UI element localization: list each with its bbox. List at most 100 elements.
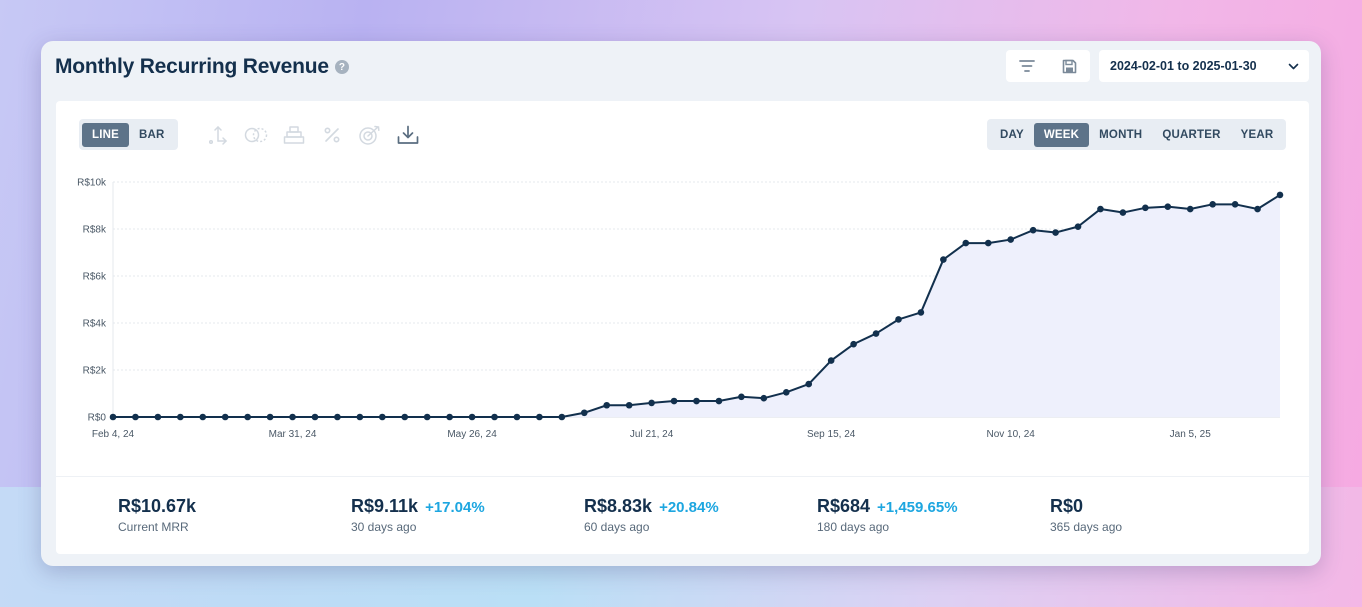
data-point — [1074, 223, 1082, 230]
divider — [56, 476, 1309, 477]
stack-icon[interactable] — [275, 121, 313, 149]
stat-label: 30 days ago — [351, 520, 417, 534]
stat-change: +17.04% — [425, 499, 485, 516]
stat-value: R$684 — [817, 496, 871, 516]
y-tick-label: R$8k — [83, 225, 107, 236]
data-point — [603, 401, 611, 409]
download-icon[interactable] — [389, 121, 427, 149]
stat-change: +1,459.65% — [877, 499, 958, 516]
goal-icon[interactable] — [351, 121, 389, 149]
y-tick-label: R$2k — [83, 366, 107, 377]
data-point — [850, 340, 857, 348]
data-point — [221, 413, 229, 421]
question-icon[interactable]: ? — [334, 60, 349, 74]
data-point — [1254, 205, 1261, 213]
chart-type-toggle: LINE BAR — [79, 119, 178, 150]
data-point — [109, 413, 117, 421]
axis-icon[interactable] — [199, 121, 237, 149]
data-point — [1142, 204, 1149, 212]
x-tick-label: May 26, 24 — [447, 429, 497, 440]
y-tick-label: R$6k — [83, 272, 107, 283]
data-point — [266, 413, 274, 421]
mrr-chart: R$0 R$2k R$4k R$6k R$8k R$10k Feb 4, 24 Mar 31,… — [77, 178, 1284, 440]
data-point — [1029, 226, 1037, 234]
data-point — [311, 413, 319, 421]
stat-label: 60 days ago — [584, 520, 650, 534]
data-point — [1007, 236, 1014, 243]
data-point — [625, 401, 633, 409]
stats-row: R$10.67k Current MRR R$9.11k +17.04% 30 d… — [118, 496, 1309, 540]
date-range-select[interactable]: 2024-02-01 to 2025-01-30 — [1099, 50, 1309, 82]
data-point — [289, 413, 296, 421]
chevron-down-icon — [1288, 57, 1299, 75]
stat-value: R$10.67k — [118, 496, 197, 516]
stat-label: Current MRR — [118, 520, 189, 534]
data-point — [940, 256, 947, 263]
x-tick-label: Sep 15, 24 — [807, 429, 856, 440]
compare-icon[interactable] — [237, 121, 275, 149]
data-point — [558, 413, 566, 421]
y-tick-label: R$4k — [83, 319, 107, 330]
x-tick-label: Nov 10, 24 — [987, 429, 1036, 440]
data-point — [1119, 209, 1127, 216]
data-point — [446, 413, 453, 421]
stat-value: R$9.11k — [351, 496, 419, 516]
data-point — [356, 413, 364, 421]
stat-180-days: R$684 +1,459.65% 180 days ago — [817, 496, 958, 534]
data-point — [132, 413, 139, 421]
chart-type-bar[interactable]: BAR — [139, 128, 165, 141]
page-title: Monthly Recurring Revenue — [55, 55, 329, 78]
data-point — [827, 357, 835, 364]
data-point — [872, 330, 880, 337]
period-week[interactable]: WEEK — [1033, 122, 1090, 147]
data-point — [648, 399, 655, 407]
period-day[interactable]: DAY — [1000, 128, 1024, 141]
save-icon[interactable] — [1054, 51, 1084, 81]
data-point — [177, 413, 184, 421]
data-point — [1164, 203, 1172, 210]
data-point — [1186, 205, 1194, 213]
data-point — [693, 397, 700, 405]
x-tick-label: Mar 31, 24 — [269, 429, 317, 440]
stat-value: R$8.83k — [584, 496, 653, 516]
chart-tools — [199, 121, 427, 149]
data-point — [782, 389, 790, 396]
y-tick-label: R$0 — [88, 413, 107, 424]
data-point — [468, 413, 476, 421]
data-point — [199, 413, 207, 421]
data-point — [379, 413, 386, 421]
chart-type-line[interactable]: LINE — [82, 122, 129, 147]
period-toggle: DAY WEEK MONTH QUARTER YEAR — [987, 119, 1287, 150]
x-tick-label: Jul 21, 24 — [630, 429, 674, 440]
data-point — [670, 397, 678, 405]
stat-60-days: R$8.83k +20.84% 60 days ago — [584, 496, 719, 534]
percent-icon[interactable] — [313, 121, 351, 149]
data-point — [1097, 205, 1104, 213]
period-quarter[interactable]: QUARTER — [1162, 128, 1221, 141]
data-point — [805, 380, 813, 388]
data-point — [917, 309, 925, 316]
chart-panel: LINE BAR DAY WEEK — [56, 101, 1309, 554]
series-area — [113, 194, 1280, 417]
data-point — [895, 316, 902, 323]
data-point — [513, 413, 521, 421]
card-header: Monthly Recurring Revenue ? — [55, 53, 349, 81]
data-point — [760, 394, 768, 402]
data-point — [1276, 191, 1284, 199]
data-point — [334, 413, 341, 421]
stat-current: R$10.67k Current MRR — [118, 496, 203, 534]
data-point — [154, 413, 162, 421]
data-point — [244, 413, 251, 421]
data-point — [715, 397, 723, 405]
data-point — [536, 413, 543, 421]
stat-30-days: R$9.11k +17.04% 30 days ago — [351, 496, 485, 534]
stat-label: 180 days ago — [817, 520, 890, 534]
data-point — [984, 239, 992, 247]
period-month[interactable]: MONTH — [1099, 128, 1143, 141]
y-tick-label: R$10k — [77, 178, 107, 189]
date-range-value: 2024-02-01 to 2025-01-30 — [1110, 59, 1257, 73]
period-year[interactable]: YEAR — [1240, 128, 1274, 141]
filter-icon[interactable] — [1012, 51, 1042, 81]
data-point — [401, 413, 409, 421]
stat-value: R$0 — [1050, 496, 1084, 516]
